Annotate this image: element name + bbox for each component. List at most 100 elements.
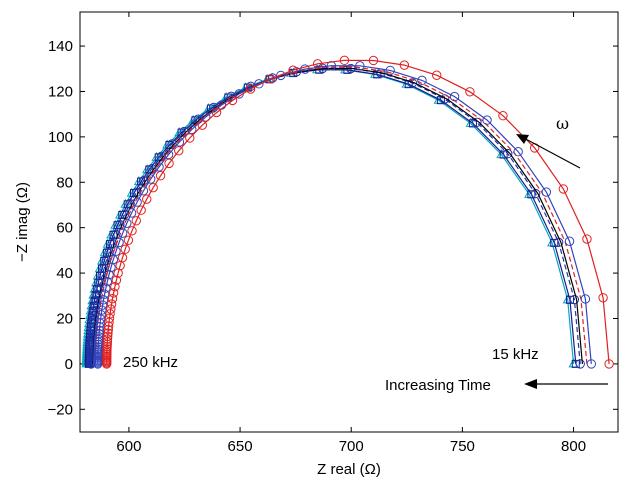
data-point (288, 65, 298, 75)
data-point (110, 282, 120, 292)
data-point (131, 216, 141, 226)
data-point (102, 276, 113, 287)
data-point (99, 289, 110, 299)
data-point (111, 246, 121, 256)
series-line (90, 67, 581, 364)
data-point (266, 74, 276, 84)
data-point (95, 318, 105, 328)
data-point (122, 218, 132, 228)
data-point (93, 337, 104, 347)
series-line (97, 65, 592, 364)
omega-arrow (516, 134, 581, 169)
data-point (148, 182, 158, 193)
data-point (276, 70, 286, 81)
series-5 (95, 66, 588, 364)
data-point (498, 111, 508, 121)
data-point (97, 305, 107, 315)
data-point (185, 133, 195, 143)
data-point (102, 334, 113, 344)
data-point (94, 325, 105, 336)
data-point (312, 59, 323, 69)
data-point (99, 263, 109, 273)
data-point (136, 205, 146, 215)
y-tick-label: 80 (56, 174, 73, 191)
series-line (106, 59, 610, 364)
data-point (155, 171, 166, 181)
data-point (118, 228, 128, 238)
x-tick-label: 800 (561, 438, 586, 455)
data-point (385, 65, 395, 76)
data-point (94, 322, 105, 332)
data-point (95, 314, 106, 324)
data-point (114, 237, 124, 248)
data-point (107, 293, 118, 304)
data-point (368, 55, 379, 66)
data-point (300, 64, 310, 74)
data-point (93, 334, 104, 345)
data-point (123, 235, 134, 245)
series-4 (92, 67, 583, 364)
x-tick-label: 650 (228, 438, 253, 455)
data-point (106, 304, 116, 314)
x-tick-label: 700 (339, 438, 364, 455)
data-point (106, 262, 116, 273)
data-point (586, 359, 597, 369)
data-point (126, 208, 137, 218)
data-point (103, 325, 113, 335)
data-point (187, 124, 197, 135)
data-point (482, 115, 492, 125)
data-point (106, 299, 117, 309)
data-point (127, 226, 137, 236)
x-axis-label: Z real (Ω) (317, 461, 381, 478)
annotation-increasing-time: Increasing Time (385, 377, 491, 394)
data-point (432, 70, 442, 80)
data-point (569, 294, 580, 305)
data-point (598, 293, 608, 303)
plot-area-frame (79, 11, 619, 433)
data-point (132, 197, 142, 207)
axis-ticks: 600 650 700 750 800 −20 0 20 40 60 80 100 120 140 (48, 12, 618, 455)
data-point (164, 158, 174, 169)
data-point (109, 230, 118, 239)
data-point (580, 294, 591, 304)
data-point (111, 275, 122, 285)
annotation-250khz: 250 kHz (123, 354, 178, 371)
data-point (174, 146, 184, 156)
data-point (575, 359, 585, 369)
y-tick-label: 20 (56, 310, 73, 327)
y-tick-label: 100 (48, 129, 73, 146)
series-3 (86, 63, 585, 369)
data-point (156, 151, 166, 162)
data-point (541, 187, 552, 197)
data-point (565, 295, 574, 304)
annotation-omega: ω (556, 114, 569, 133)
series-7 (101, 55, 614, 369)
data-point (97, 300, 108, 310)
y-tick-label: 120 (48, 83, 73, 100)
data-point (582, 234, 592, 244)
data-point (449, 91, 460, 102)
data-point (355, 61, 365, 71)
data-point (245, 84, 256, 94)
data-point (142, 194, 152, 204)
data-point (113, 221, 122, 230)
y-axis-label: −Z imag (Ω) (14, 182, 31, 262)
data-point (197, 120, 208, 130)
x-tick-label: 750 (450, 438, 475, 455)
data-point (104, 317, 114, 328)
data-point (550, 238, 559, 247)
data-point (254, 79, 264, 89)
data-point (558, 184, 569, 194)
data-point (339, 55, 350, 66)
series-layer (81, 55, 614, 369)
data-point (399, 60, 410, 70)
series-1 (81, 64, 579, 368)
series-6 (93, 60, 597, 369)
time-arrow (524, 379, 608, 389)
data-point (201, 112, 211, 122)
data-point (472, 117, 482, 127)
data-point (103, 321, 114, 331)
data-point (101, 359, 112, 369)
data-point (439, 94, 450, 104)
data-point (564, 236, 575, 246)
